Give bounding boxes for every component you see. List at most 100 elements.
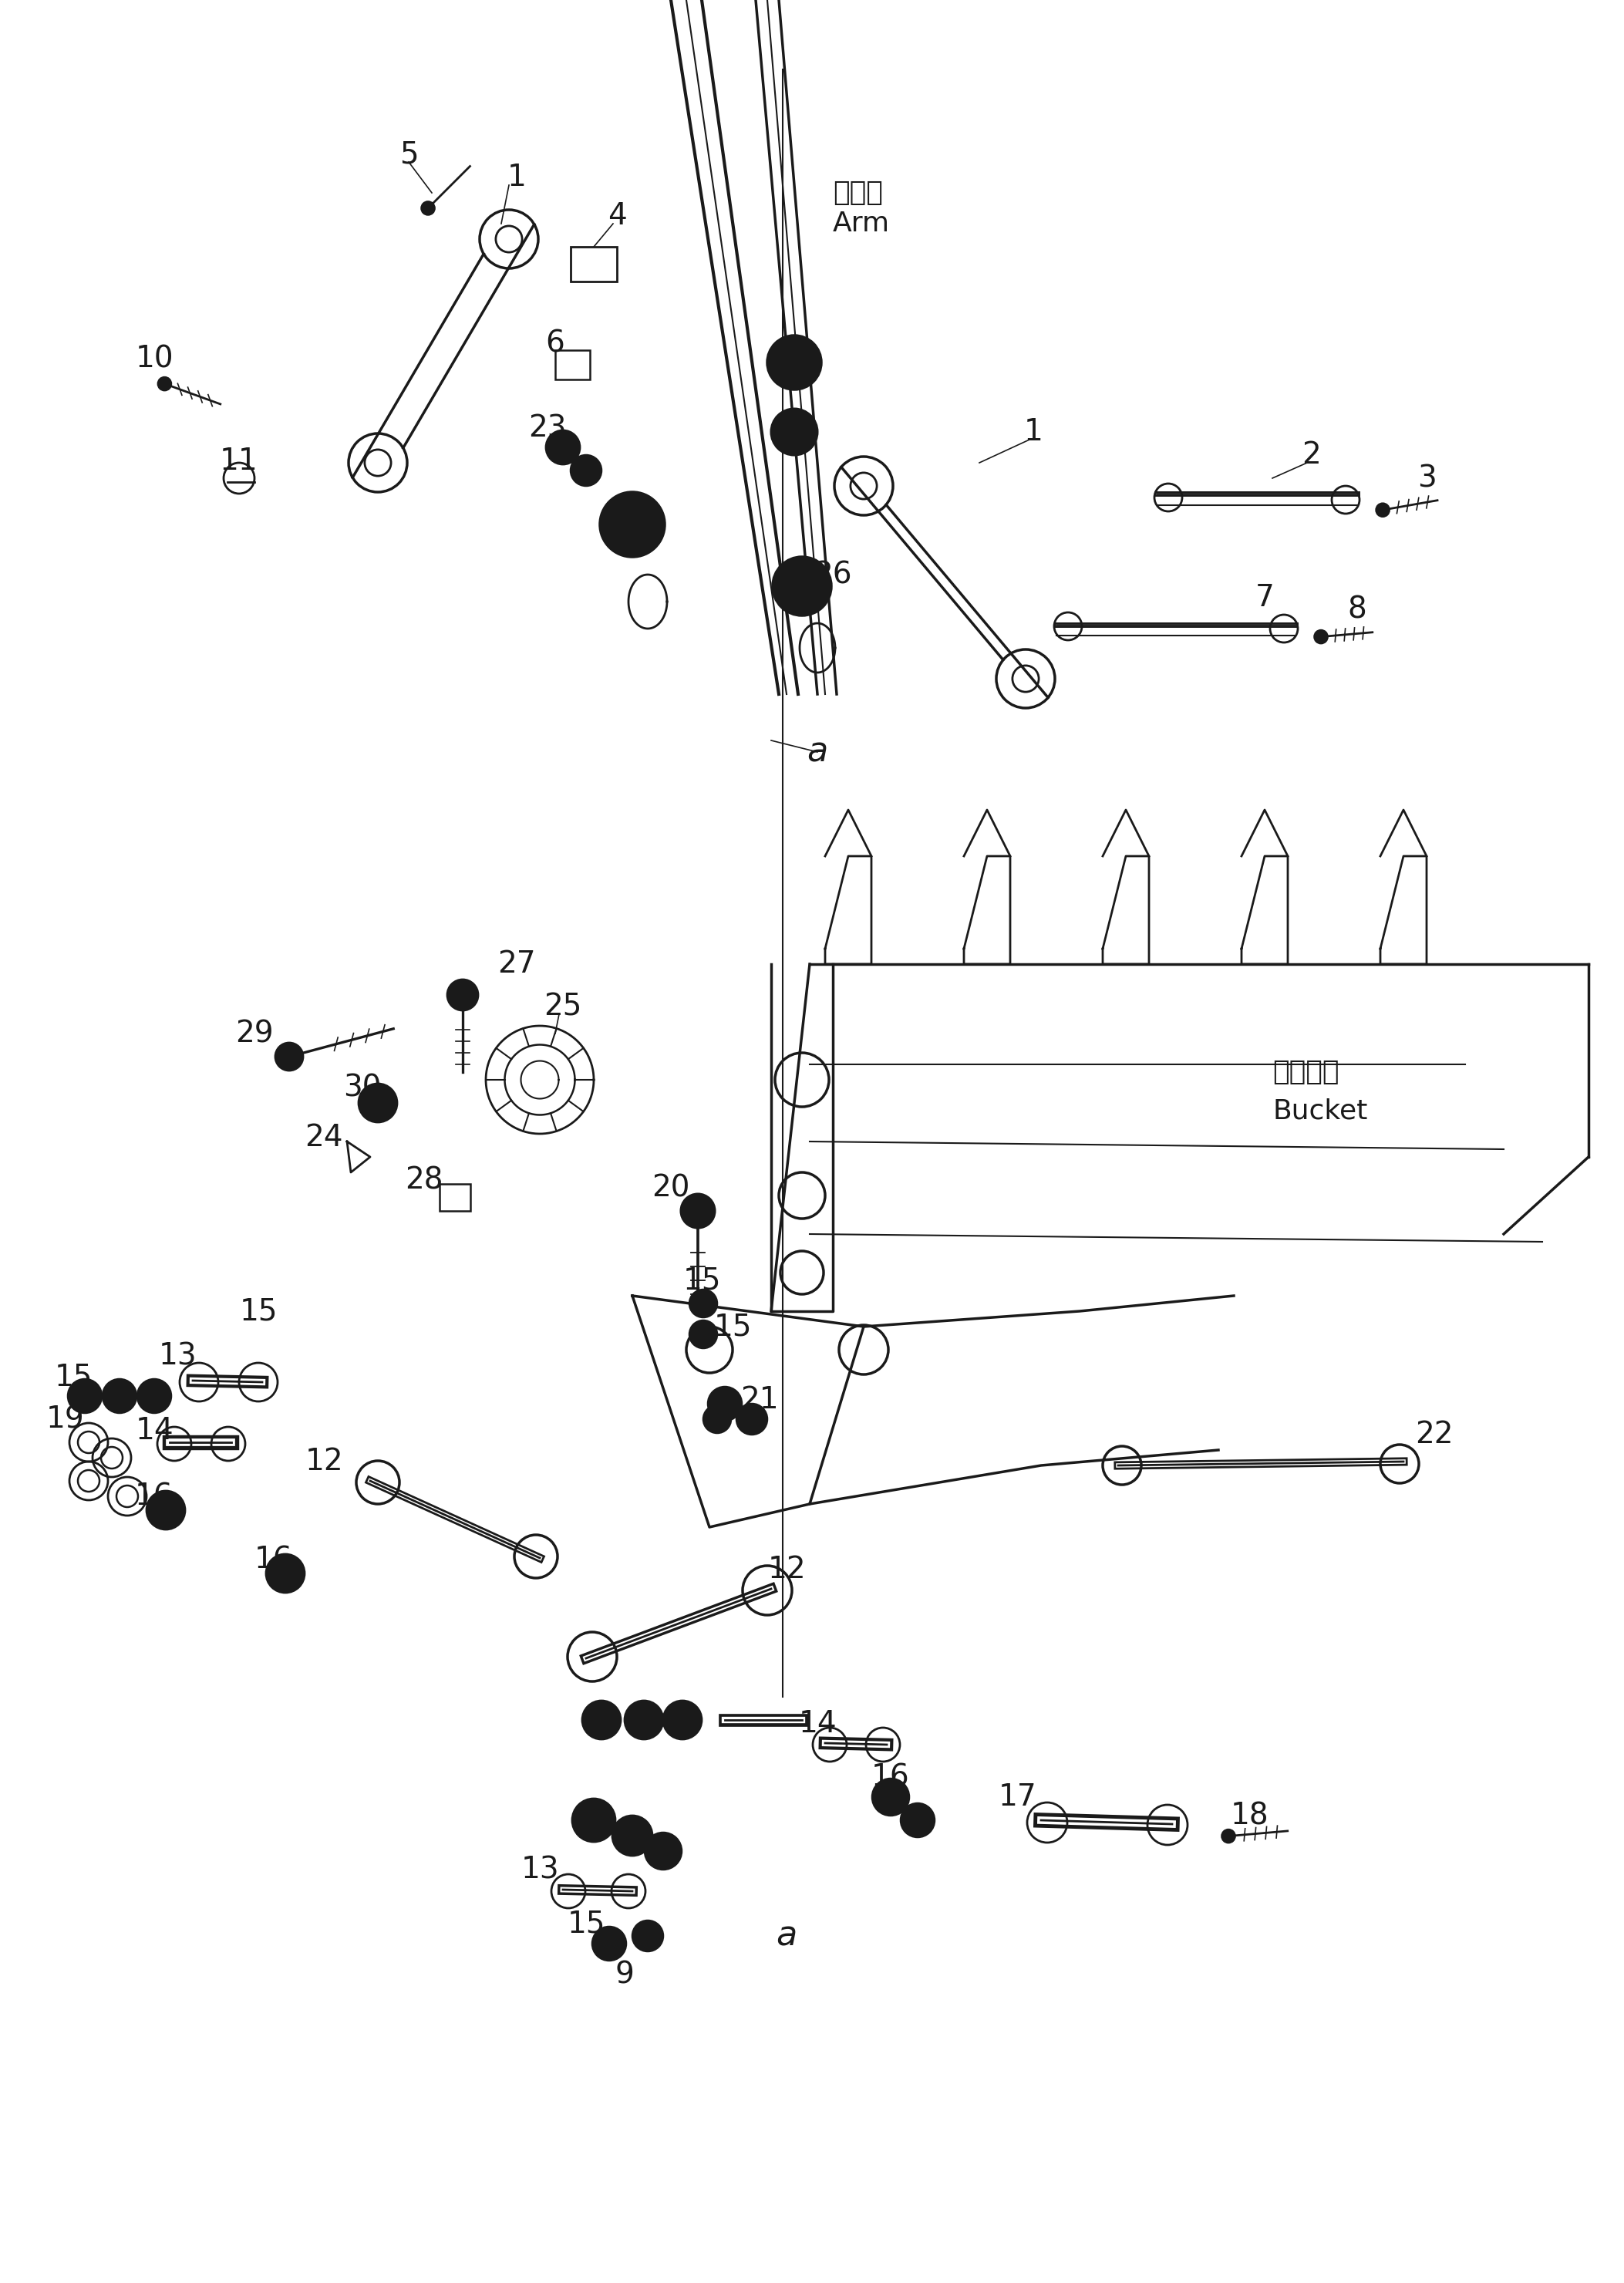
Circle shape (591, 1710, 612, 1731)
Circle shape (690, 1290, 718, 1317)
Text: 16: 16 (872, 1762, 909, 1792)
Circle shape (266, 1555, 305, 1594)
Text: 4: 4 (607, 201, 627, 231)
Circle shape (138, 1379, 171, 1413)
Text: 7: 7 (1255, 582, 1275, 612)
Circle shape (593, 1927, 627, 1961)
Circle shape (158, 377, 171, 390)
Circle shape (359, 1084, 398, 1123)
Circle shape (771, 409, 817, 454)
Text: 6: 6 (546, 329, 565, 358)
Text: a: a (776, 1920, 797, 1952)
Text: Arm: Arm (833, 210, 890, 237)
Circle shape (581, 1808, 606, 1833)
Circle shape (695, 1326, 711, 1342)
Circle shape (581, 1701, 620, 1740)
Text: 25: 25 (544, 991, 581, 1021)
Circle shape (901, 1804, 934, 1838)
Text: 9: 9 (615, 1959, 635, 1988)
Circle shape (632, 1920, 663, 1952)
Circle shape (633, 1710, 654, 1731)
Circle shape (146, 1491, 185, 1530)
Circle shape (578, 461, 594, 479)
Text: 22: 22 (1415, 1420, 1453, 1450)
Text: 21: 21 (741, 1386, 778, 1415)
Circle shape (784, 568, 820, 605)
Circle shape (663, 1701, 702, 1740)
FancyBboxPatch shape (555, 349, 590, 379)
Circle shape (1376, 505, 1389, 516)
Circle shape (276, 1043, 304, 1071)
Text: 13: 13 (521, 1856, 559, 1886)
Text: 10: 10 (135, 345, 174, 374)
Circle shape (68, 1379, 102, 1413)
Text: 14: 14 (799, 1710, 836, 1737)
Circle shape (695, 1297, 711, 1310)
Circle shape (554, 438, 572, 457)
Circle shape (640, 1927, 656, 1945)
Circle shape (908, 1810, 927, 1829)
Text: 3: 3 (1418, 463, 1436, 493)
Circle shape (102, 1379, 136, 1413)
Circle shape (710, 1411, 724, 1427)
Text: バケット: バケット (1272, 1059, 1340, 1084)
Circle shape (690, 1320, 718, 1349)
Circle shape (145, 1386, 164, 1406)
Text: 20: 20 (651, 1173, 690, 1203)
Text: 23: 23 (528, 413, 567, 443)
Circle shape (708, 1386, 742, 1420)
Text: 12: 12 (768, 1555, 806, 1584)
Circle shape (773, 557, 831, 616)
Text: 28: 28 (404, 1164, 443, 1194)
Circle shape (780, 347, 810, 379)
Circle shape (1314, 630, 1327, 644)
Text: 26: 26 (814, 559, 853, 589)
Circle shape (546, 431, 580, 463)
FancyBboxPatch shape (570, 247, 617, 281)
Text: 2: 2 (1301, 441, 1320, 470)
Circle shape (154, 1500, 177, 1520)
Text: 1: 1 (1023, 418, 1043, 447)
Text: 12: 12 (305, 1447, 343, 1477)
Circle shape (872, 1778, 909, 1815)
Text: 17: 17 (999, 1783, 1038, 1813)
Text: 18: 18 (1229, 1801, 1268, 1831)
Text: 30: 30 (343, 1073, 382, 1103)
Circle shape (1221, 1829, 1234, 1842)
Circle shape (570, 454, 601, 486)
Circle shape (274, 1562, 296, 1584)
Circle shape (572, 1799, 615, 1842)
Text: 15: 15 (713, 1313, 752, 1342)
Text: 27: 27 (497, 950, 536, 979)
Text: 5: 5 (400, 139, 419, 169)
Text: アーム: アーム (833, 180, 883, 205)
Text: 14: 14 (135, 1415, 174, 1445)
Text: 13: 13 (158, 1342, 197, 1370)
Circle shape (612, 1815, 653, 1856)
Text: 24: 24 (305, 1123, 343, 1153)
Text: 16: 16 (135, 1482, 174, 1511)
Circle shape (703, 1406, 731, 1434)
Text: 11: 11 (219, 447, 258, 475)
Circle shape (599, 1934, 619, 1952)
Circle shape (880, 1788, 901, 1808)
Text: 15: 15 (682, 1265, 721, 1294)
Circle shape (447, 979, 477, 1011)
Text: 15: 15 (239, 1297, 278, 1326)
Circle shape (367, 1091, 388, 1114)
Circle shape (110, 1386, 128, 1406)
Text: 1: 1 (507, 162, 526, 192)
Text: 15: 15 (54, 1363, 93, 1390)
Text: 16: 16 (255, 1546, 292, 1575)
Text: 19: 19 (47, 1404, 84, 1434)
Circle shape (736, 1404, 767, 1434)
Circle shape (767, 336, 822, 390)
Text: 15: 15 (567, 1909, 606, 1938)
Text: 29: 29 (235, 1018, 273, 1048)
FancyBboxPatch shape (440, 1185, 471, 1210)
Text: a: a (807, 735, 828, 769)
Circle shape (625, 1701, 663, 1740)
Circle shape (76, 1386, 94, 1406)
Circle shape (422, 201, 435, 215)
Circle shape (612, 505, 653, 546)
